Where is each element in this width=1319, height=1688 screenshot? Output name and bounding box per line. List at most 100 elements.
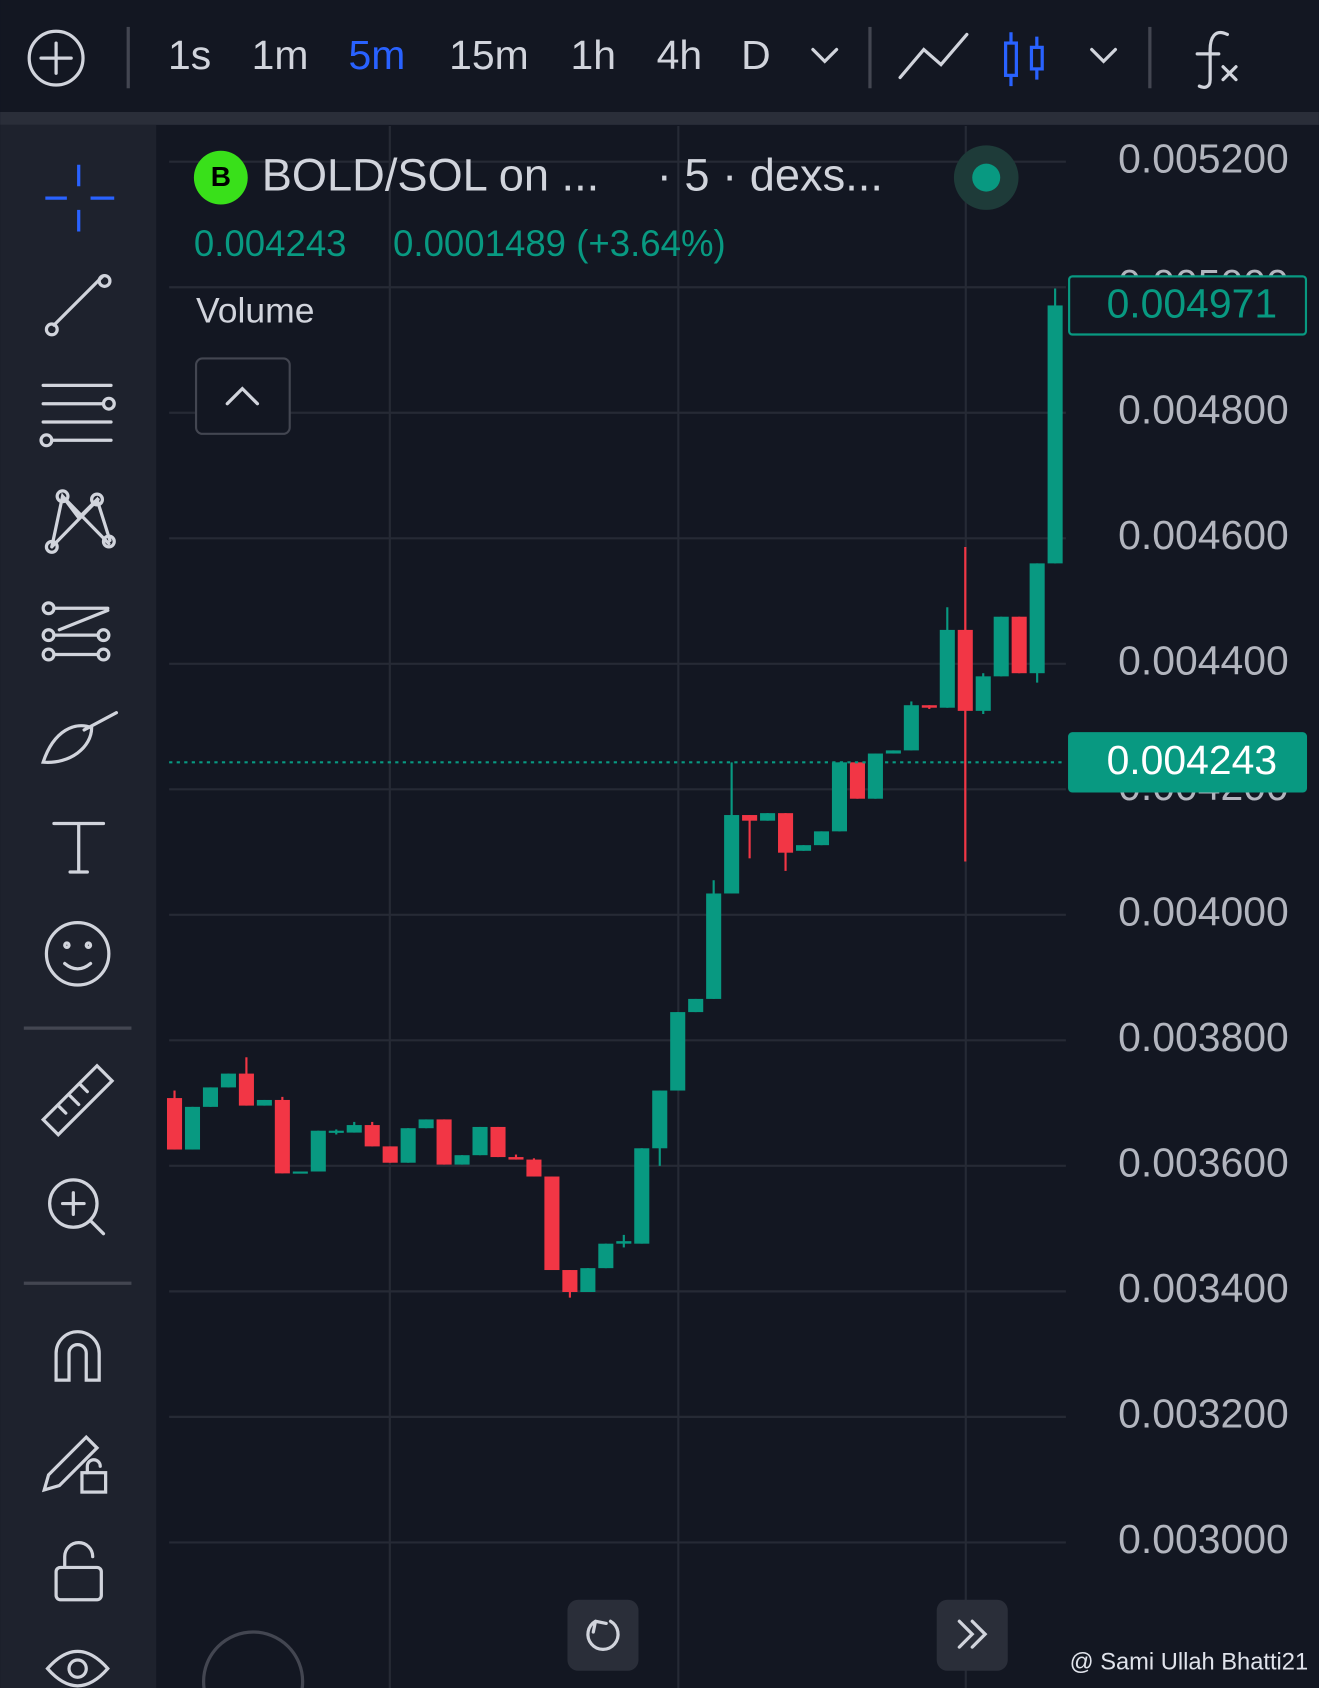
candle-body: [526, 1159, 542, 1177]
magnet-tool[interactable]: [54, 1330, 101, 1382]
candle-body: [598, 1243, 614, 1269]
candle-body: [562, 1270, 578, 1292]
current-price-label: 0.004243: [1107, 737, 1278, 783]
candle-body: [867, 753, 883, 799]
candle-body: [1011, 616, 1027, 674]
logo-button[interactable]: [201, 1630, 305, 1688]
collapse-icon: [225, 386, 260, 406]
y-tick-label: 0.003200: [1118, 1391, 1289, 1437]
candle-body: [382, 1146, 398, 1163]
chart-type-dropdown[interactable]: [1090, 47, 1118, 64]
candle-body: [616, 1241, 632, 1244]
interval-button[interactable]: 1s: [168, 32, 211, 78]
interval-dropdown[interactable]: [811, 47, 839, 64]
visibility-tool[interactable]: [45, 1649, 110, 1688]
candle-body: [921, 705, 937, 708]
candle-body: [436, 1119, 452, 1165]
candle-body: [292, 1171, 308, 1174]
price-axis: 0.0052000.0050000.0048000.0046000.004400…: [1068, 136, 1308, 1562]
candle-body: [975, 676, 991, 711]
symbol-logo-letter: B: [211, 161, 231, 192]
candle-body: [652, 1090, 668, 1149]
indicators-button[interactable]: [1195, 30, 1238, 89]
y-tick-label: 0.004600: [1118, 512, 1289, 558]
candle-body: [364, 1125, 380, 1147]
chart-title: BOLD/SOL on ...: [262, 150, 600, 201]
symbol-logo: [193, 150, 248, 205]
candle-body: [274, 1099, 290, 1174]
last-price-label: 0.004971: [1107, 280, 1278, 326]
lock-tool[interactable]: [54, 1541, 103, 1602]
interval-button[interactable]: D: [741, 32, 771, 78]
candle-body: [184, 1106, 201, 1150]
zoom-tool[interactable]: [48, 1178, 106, 1236]
candle-body: [166, 1098, 183, 1150]
candle-body: [580, 1268, 596, 1292]
candle-body: [849, 762, 865, 799]
candle-body: [346, 1125, 362, 1133]
candle-body: [760, 813, 776, 821]
collapse-button[interactable]: [194, 357, 291, 435]
y-tick-label: 0.003000: [1118, 1516, 1289, 1562]
crosshair-tool[interactable]: [45, 164, 115, 232]
y-tick-label: 0.004400: [1118, 638, 1289, 684]
candle-body: [778, 813, 794, 853]
candle-body: [724, 815, 740, 894]
candle-body: [256, 1099, 272, 1106]
pattern-tool[interactable]: [44, 489, 116, 554]
text-tool[interactable]: [52, 821, 106, 874]
candle-body: [220, 1073, 236, 1088]
interval-button[interactable]: 4h: [657, 32, 702, 78]
last-price-box: [1068, 275, 1308, 336]
candle-body: [742, 815, 758, 821]
emoji-tool[interactable]: [44, 920, 111, 987]
candle-body: [670, 1012, 686, 1091]
add-symbol-button[interactable]: [27, 29, 85, 87]
candle-body: [993, 616, 1009, 677]
lock-drawings-tool[interactable]: [41, 1434, 108, 1494]
candle-body: [885, 750, 901, 754]
candle-body: [903, 705, 919, 751]
current-price-box: [1068, 732, 1308, 793]
candle-body: [472, 1126, 488, 1156]
ruler-tool[interactable]: [40, 1063, 115, 1137]
candle-body: [795, 845, 812, 851]
candle-body: [508, 1157, 524, 1160]
reset-icon: [586, 1619, 620, 1651]
price-change: 0.0001489 (+3.64%): [393, 223, 726, 264]
line-chart-button[interactable]: [898, 32, 969, 80]
projection-tool[interactable]: [41, 601, 111, 662]
y-tick-label: 0.003800: [1118, 1014, 1289, 1060]
y-tick-label: 0.004800: [1118, 387, 1289, 433]
interval-button[interactable]: 5m: [349, 32, 406, 78]
interval-group: 1s 1m 5m 15m 1h 4h D: [168, 32, 771, 78]
scroll-icon: [957, 1619, 988, 1649]
toolbar-divider: [0, 111, 1319, 125]
watermark: @ Sami Ullah Bhatti21: [1070, 1649, 1309, 1675]
candle-chart-button[interactable]: [1003, 32, 1044, 87]
candle-body: [939, 629, 955, 708]
candle-body: [688, 998, 704, 1013]
grid: [169, 125, 1066, 1688]
interval-button[interactable]: 15m: [449, 32, 529, 78]
chart-subtitle: · 5 · dexs...: [657, 150, 883, 201]
interval-button[interactable]: 1h: [571, 32, 616, 78]
brush-tool[interactable]: [41, 711, 119, 764]
status-dot: [972, 163, 1001, 192]
candle-body: [1029, 563, 1045, 674]
y-tick-label: 0.003600: [1118, 1140, 1289, 1186]
interval-button[interactable]: 1m: [252, 32, 309, 78]
candle-body: [202, 1087, 219, 1107]
candle-body: [1047, 305, 1063, 564]
candle-body: [544, 1176, 560, 1271]
fib-tool[interactable]: [39, 383, 116, 448]
trendline-tool[interactable]: [44, 273, 112, 337]
candle-body: [831, 762, 848, 832]
sidebar: [0, 124, 157, 1688]
candle-body: [454, 1155, 470, 1165]
candle-body: [418, 1119, 434, 1129]
reset-button[interactable]: [567, 1599, 639, 1671]
plot: [166, 288, 1066, 1298]
